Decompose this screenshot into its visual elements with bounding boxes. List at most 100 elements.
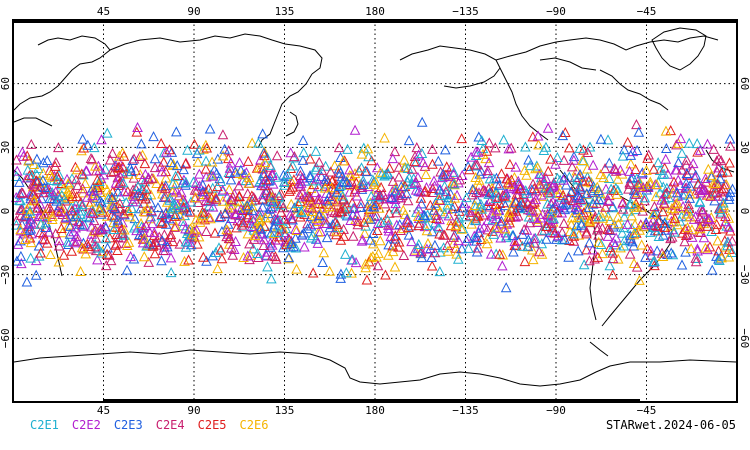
observation-marker: [230, 207, 241, 218]
observation-marker: [656, 247, 668, 258]
observation-marker: [232, 215, 244, 226]
observation-marker: [464, 164, 475, 175]
observation-marker: [691, 138, 703, 149]
observation-marker: [133, 187, 144, 198]
observation-marker: [295, 169, 306, 180]
observation-marker: [595, 133, 607, 144]
observation-marker: [640, 219, 652, 230]
observation-marker: [296, 207, 307, 218]
observation-marker: [342, 143, 353, 154]
observation-marker: [76, 199, 88, 210]
observation-marker: [617, 150, 629, 161]
observation-marker: [726, 235, 738, 246]
observation-marker: [565, 186, 577, 197]
observation-marker: [112, 218, 124, 229]
observation-marker: [568, 154, 580, 165]
observation-marker: [167, 183, 179, 195]
observation-marker: [200, 139, 212, 150]
observation-marker: [71, 230, 83, 241]
observation-marker: [482, 165, 494, 176]
observation-marker: [419, 160, 431, 171]
observation-marker: [219, 208, 231, 219]
observation-marker: [117, 227, 128, 238]
observation-marker: [87, 205, 99, 216]
observation-marker: [229, 166, 241, 177]
observation-marker: [451, 189, 463, 200]
observation-marker: [257, 201, 268, 212]
observation-marker: [98, 169, 110, 180]
observation-marker: [272, 213, 283, 224]
observation-marker: [683, 199, 694, 210]
observation-marker: [434, 184, 445, 195]
observation-marker: [56, 189, 68, 200]
observation-marker: [213, 242, 225, 253]
observation-marker: [365, 203, 376, 214]
observation-marker: [17, 146, 28, 157]
observation-marker: [290, 223, 301, 235]
observation-marker: [717, 223, 729, 234]
observation-marker: [393, 161, 405, 172]
observation-marker: [510, 195, 522, 206]
observation-marker: [485, 248, 497, 259]
observation-marker: [178, 198, 190, 209]
observation-marker: [488, 228, 500, 239]
observation-marker: [15, 224, 26, 235]
observation-marker: [296, 229, 308, 240]
observation-marker: [717, 184, 728, 195]
observation-marker: [458, 197, 470, 208]
observation-marker: [426, 260, 438, 271]
observation-marker: [62, 178, 74, 189]
observation-marker: [11, 219, 22, 230]
observation-marker: [292, 197, 304, 209]
observation-marker: [231, 167, 243, 178]
observation-marker: [371, 183, 382, 194]
observation-marker: [387, 240, 399, 251]
observation-marker: [24, 205, 36, 216]
observation-marker: [253, 231, 265, 242]
observation-marker: [704, 213, 715, 224]
observation-marker: [44, 192, 56, 203]
observation-marker: [723, 221, 735, 232]
observation-marker: [602, 194, 614, 205]
observation-marker: [552, 172, 563, 183]
observation-marker: [90, 160, 101, 171]
observation-marker: [481, 238, 493, 249]
observation-marker: [165, 157, 177, 168]
observation-marker: [686, 164, 698, 175]
observation-marker: [241, 200, 253, 211]
observation-marker: [353, 165, 365, 176]
observation-marker: [16, 258, 27, 269]
observation-marker: [333, 163, 345, 174]
observation-marker: [367, 250, 379, 261]
observation-marker: [584, 141, 596, 152]
observation-marker: [53, 256, 65, 267]
observation-marker: [577, 154, 588, 166]
observation-marker: [641, 164, 652, 175]
observation-marker: [503, 143, 515, 154]
observation-marker: [526, 244, 538, 255]
observation-marker: [556, 226, 568, 238]
observation-marker: [483, 157, 495, 168]
observation-marker: [335, 272, 347, 283]
observation-marker: [657, 229, 669, 240]
legend-entry: C2E4: [155, 418, 185, 432]
observation-marker: [312, 237, 324, 248]
observation-marker: [371, 162, 383, 173]
observation-marker: [672, 190, 684, 201]
observation-marker: [401, 213, 413, 224]
observation-marker: [326, 182, 337, 193]
observation-marker: [490, 221, 502, 232]
observation-marker: [496, 260, 508, 271]
observation-marker: [401, 188, 412, 199]
lat-tick-right: 0: [738, 208, 750, 215]
observation-marker: [437, 168, 449, 179]
observation-marker: [96, 134, 107, 145]
observation-marker: [495, 232, 507, 243]
observation-marker: [714, 254, 725, 266]
observation-marker: [201, 142, 213, 153]
observation-marker: [712, 235, 724, 246]
observation-marker: [671, 164, 683, 175]
observation-marker: [293, 178, 304, 189]
observation-marker: [75, 205, 87, 216]
observation-marker: [222, 202, 234, 213]
